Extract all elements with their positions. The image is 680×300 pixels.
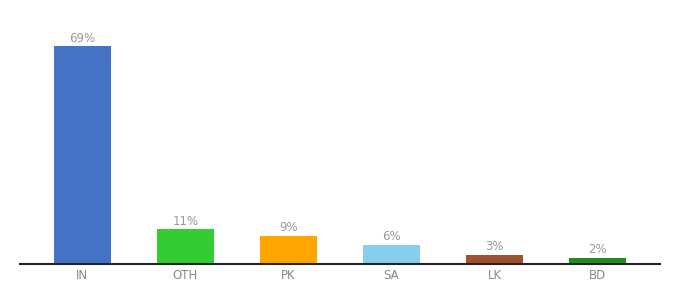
Bar	[569, 258, 626, 264]
Bar	[157, 229, 214, 264]
Bar	[363, 245, 420, 264]
Bar	[260, 236, 317, 264]
Text: 3%: 3%	[486, 240, 504, 253]
Text: 9%: 9%	[279, 221, 298, 234]
Text: 6%: 6%	[382, 230, 401, 244]
Text: 69%: 69%	[69, 32, 95, 45]
Bar	[54, 46, 111, 264]
Text: 2%: 2%	[588, 243, 607, 256]
Bar	[466, 254, 523, 264]
Text: 11%: 11%	[172, 215, 199, 228]
